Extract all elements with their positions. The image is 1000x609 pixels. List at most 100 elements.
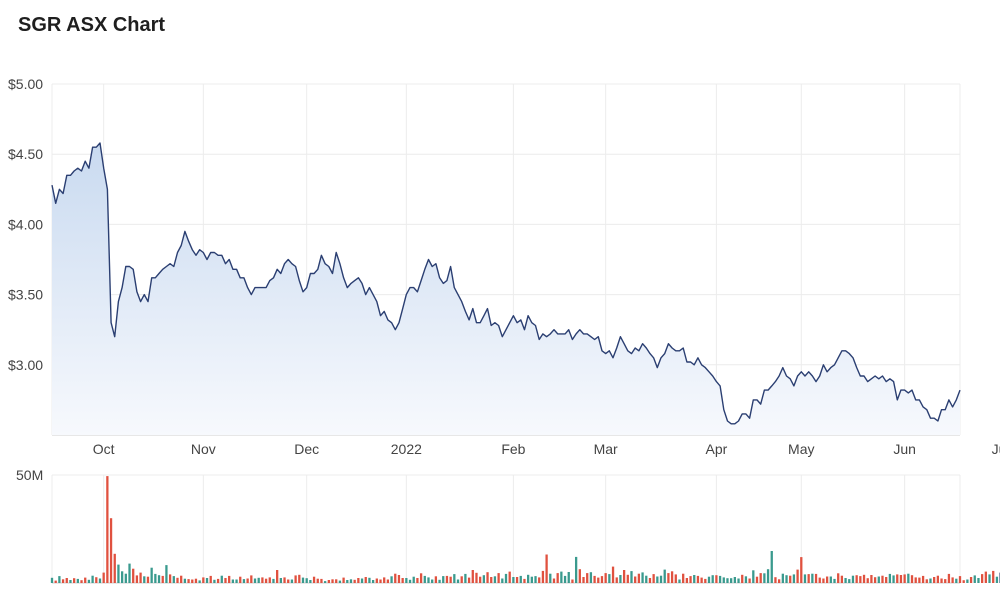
volume-bar bbox=[235, 579, 238, 583]
time-tick-label: May bbox=[788, 441, 814, 457]
volume-bar bbox=[139, 572, 142, 583]
volume-bar bbox=[752, 570, 755, 583]
volume-bar bbox=[678, 579, 681, 583]
volume-bar bbox=[896, 574, 899, 583]
volume-bar bbox=[663, 569, 666, 583]
volume-bar bbox=[261, 577, 264, 583]
volume-bar bbox=[785, 575, 788, 583]
volume-bar bbox=[656, 576, 659, 583]
volume-bar bbox=[419, 573, 423, 583]
volume-bar bbox=[851, 575, 855, 583]
volume-bar bbox=[438, 579, 441, 583]
volume-bar bbox=[497, 573, 500, 583]
volume-bar bbox=[958, 576, 962, 583]
volume-bar bbox=[541, 570, 545, 583]
volume-bar bbox=[213, 579, 216, 583]
volume-bar bbox=[833, 578, 836, 583]
volume-bar bbox=[54, 580, 57, 583]
time-tick-label: Nov bbox=[191, 441, 216, 457]
volume-bar bbox=[600, 576, 604, 583]
volume-bar bbox=[386, 579, 390, 583]
volume-bar bbox=[582, 577, 585, 583]
volume-bar bbox=[563, 575, 567, 583]
volume-bar bbox=[124, 573, 127, 583]
volume-bar bbox=[903, 574, 906, 583]
volume-bar bbox=[737, 578, 740, 583]
volume-bar bbox=[700, 577, 703, 583]
volume-bar bbox=[973, 575, 976, 583]
volume-bar bbox=[117, 564, 120, 583]
volume-bar bbox=[305, 578, 308, 583]
volume-bar bbox=[571, 579, 574, 583]
volume-bar bbox=[899, 575, 903, 583]
volume-bar bbox=[205, 578, 209, 583]
volume-bar bbox=[154, 573, 157, 583]
volume-bar bbox=[844, 578, 847, 583]
volume-bar bbox=[76, 578, 79, 583]
volume-bar bbox=[272, 578, 275, 583]
volume-bar bbox=[981, 574, 984, 583]
volume-bar bbox=[589, 572, 593, 583]
volume-bar bbox=[401, 578, 404, 583]
volume-bar bbox=[50, 577, 54, 583]
volume-bar bbox=[371, 580, 375, 583]
time-tick-label: Jul bbox=[992, 441, 1000, 457]
volume-bar bbox=[287, 579, 290, 583]
volume-bar bbox=[722, 577, 725, 583]
volume-bar bbox=[331, 579, 334, 583]
volume-bar bbox=[209, 575, 212, 583]
volume-bar bbox=[194, 578, 198, 583]
volume-bar bbox=[98, 578, 102, 583]
volume-bar bbox=[309, 580, 312, 583]
volume-bar bbox=[456, 579, 460, 583]
volume-bar bbox=[586, 573, 589, 583]
volume-bar bbox=[892, 575, 895, 583]
volume-bar bbox=[730, 578, 733, 583]
volume-bar bbox=[102, 572, 105, 583]
volume-bar bbox=[593, 575, 596, 583]
volume-bar bbox=[493, 576, 497, 583]
volume-bar bbox=[467, 577, 471, 583]
volume-bar bbox=[231, 579, 235, 583]
volume-bar bbox=[338, 580, 342, 583]
volume-bar bbox=[198, 580, 201, 583]
volume-bar bbox=[360, 578, 364, 583]
volume-bar bbox=[228, 575, 231, 583]
volume-bar bbox=[501, 578, 504, 583]
volume-bar bbox=[490, 577, 493, 583]
time-tick-label: Apr bbox=[705, 441, 727, 457]
volume-bar bbox=[822, 578, 825, 583]
volume-bar bbox=[604, 573, 607, 583]
volume-gridlines bbox=[51, 474, 961, 584]
volume-bar bbox=[216, 578, 220, 583]
volume-bar bbox=[69, 580, 72, 583]
volume-bar bbox=[567, 572, 570, 583]
volume-bar bbox=[929, 578, 932, 583]
volume-bar bbox=[969, 577, 973, 583]
volume-bar bbox=[512, 577, 515, 583]
volume-bar bbox=[408, 579, 412, 583]
volume-bar bbox=[479, 576, 482, 583]
volume-bar bbox=[888, 573, 892, 583]
volume-bar bbox=[578, 569, 581, 583]
volume-bar bbox=[696, 575, 700, 583]
volume-bar bbox=[800, 557, 803, 583]
volume-bar bbox=[862, 574, 866, 583]
volume-bar bbox=[556, 573, 559, 583]
volume-bar bbox=[239, 576, 242, 583]
volume-bar bbox=[951, 577, 954, 583]
volume-bar bbox=[652, 574, 655, 583]
volume-bar bbox=[711, 575, 714, 583]
volume-bar bbox=[984, 571, 987, 583]
volume-bar bbox=[549, 573, 552, 583]
volume-bar bbox=[630, 571, 633, 583]
volume-bar bbox=[825, 576, 829, 583]
volume-bar bbox=[755, 576, 759, 583]
volume-bar bbox=[933, 577, 936, 583]
volume-bar bbox=[866, 578, 869, 583]
volume-bar bbox=[109, 518, 113, 583]
volume-bar bbox=[693, 575, 696, 583]
volume-bar bbox=[279, 578, 282, 583]
volume-bar bbox=[622, 570, 626, 583]
volume-bar bbox=[276, 570, 279, 583]
